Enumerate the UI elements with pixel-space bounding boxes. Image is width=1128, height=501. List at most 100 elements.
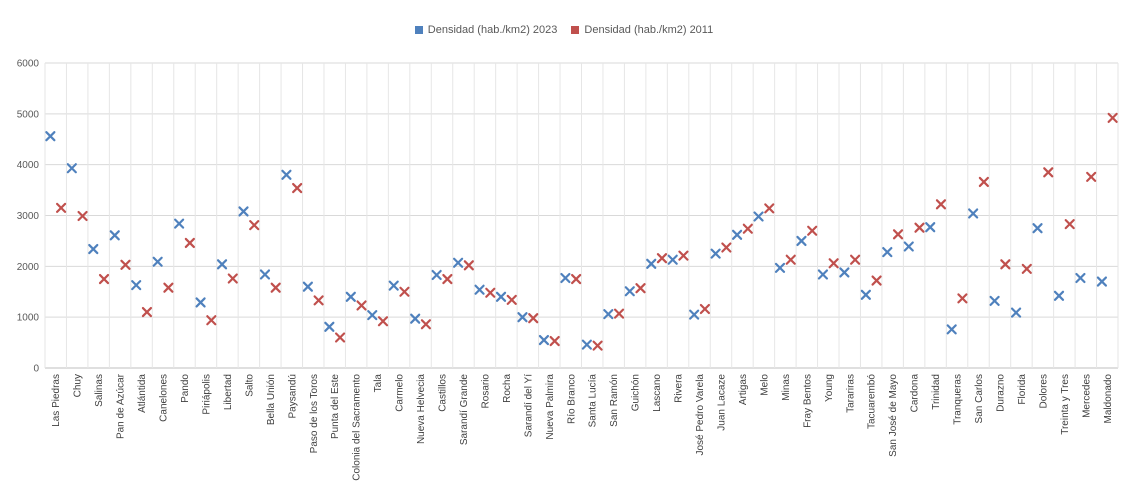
x-category-label: Tarariras: [845, 374, 856, 413]
x-category-label: Santa Lucía: [588, 374, 599, 428]
x-category-label: Nueva Helvecia: [416, 374, 427, 444]
x-category-label: Atlántida: [137, 374, 148, 413]
data-point-2011: [678, 250, 689, 261]
y-tick-label: 3000: [17, 211, 40, 222]
data-point-2011: [742, 223, 753, 234]
data-point-2011: [356, 300, 367, 311]
x-category-label: Minas: [781, 374, 792, 401]
data-point-2023: [45, 131, 56, 142]
data-point-2023: [646, 258, 657, 269]
data-point-2023: [1053, 290, 1065, 301]
x-category-label: Punta del Este: [330, 374, 341, 439]
data-point-2011: [377, 316, 389, 327]
data-point-2023: [1075, 272, 1086, 284]
legend: Densidad (hab./km2) 2023 Densidad (hab./…: [0, 24, 1128, 36]
y-tick-label: 0: [33, 364, 39, 375]
data-point-2023: [968, 208, 979, 219]
data-point-2023: [431, 269, 442, 281]
data-point-2023: [731, 229, 743, 240]
legend-label-2011: Densidad (hab./km2) 2011: [584, 24, 714, 36]
x-category-label: Tacuarembó: [867, 374, 878, 429]
data-point-2011: [871, 275, 882, 286]
data-point-2023: [710, 248, 721, 259]
data-point-2011: [1064, 219, 1075, 230]
data-point-2011: [399, 286, 410, 297]
data-point-2023: [195, 297, 206, 308]
data-point-2011: [206, 315, 217, 326]
x-category-label: Río Branco: [566, 374, 577, 424]
data-point-2011: [227, 273, 238, 284]
x-category-label: Nueva Palmira: [545, 374, 556, 440]
x-category-label: Melo: [759, 374, 770, 396]
x-category-label: Pando: [180, 374, 191, 403]
data-point-2023: [860, 289, 871, 300]
y-tick-label: 6000: [17, 59, 40, 70]
y-tick-label: 2000: [17, 262, 40, 273]
x-category-label: Fray Bentos: [802, 374, 813, 428]
x-category-label: Chuy: [73, 374, 84, 397]
x-category-label: Rocha: [502, 374, 513, 403]
data-point-2023: [946, 324, 957, 335]
data-point-2011: [635, 283, 646, 294]
data-point-2011: [528, 313, 539, 324]
data-point-2023: [903, 241, 914, 252]
data-point-2011: [914, 222, 925, 233]
data-point-2023: [345, 291, 356, 302]
x-category-label: San José de Mayo: [888, 374, 899, 457]
data-point-2011: [120, 259, 131, 270]
data-point-2023: [238, 206, 249, 217]
x-category-label: Carmelo: [395, 374, 406, 412]
data-point-2023: [839, 267, 850, 278]
x-category-label: Cardona: [910, 374, 921, 413]
data-point-2011: [656, 253, 668, 264]
x-category-label: Castillos: [438, 374, 449, 412]
x-category-label: Pan de Azúcar: [116, 373, 127, 439]
data-point-2023: [281, 169, 292, 180]
x-category-label: Artigas: [738, 374, 749, 405]
x-category-label: José Pedro Varela: [695, 374, 706, 456]
x-category-label: Tranqueras: [953, 374, 964, 425]
data-point-2011: [463, 260, 474, 271]
data-point-2023: [517, 312, 528, 323]
y-tick-label: 1000: [17, 313, 40, 324]
x-category-label: Salinas: [94, 374, 105, 407]
data-point-2011: [442, 273, 453, 285]
data-point-2011: [163, 282, 174, 293]
data-point-2023: [581, 339, 592, 350]
data-point-2023: [131, 280, 142, 291]
data-point-2023: [624, 286, 635, 297]
x-category-label: San Ramón: [609, 374, 620, 427]
legend-item-2023: Densidad (hab./km2) 2023: [414, 24, 557, 36]
x-category-label: Trinidad: [931, 374, 942, 410]
data-point-2023: [796, 235, 807, 247]
data-point-2011: [764, 203, 775, 214]
data-point-2011: [935, 199, 947, 210]
data-point-2023: [667, 254, 678, 265]
data-point-2023: [1010, 307, 1022, 318]
data-point-2011: [1086, 171, 1097, 182]
data-point-2011: [485, 287, 496, 298]
data-point-2023: [324, 321, 335, 332]
x-category-label: Juan Lacaze: [716, 374, 727, 431]
data-point-2023: [495, 291, 507, 302]
data-point-2023: [817, 269, 829, 280]
data-point-2011: [957, 293, 968, 304]
data-point-2023: [753, 211, 764, 222]
x-category-label: Canelones: [159, 374, 170, 422]
x-category-label: San Carlos: [974, 374, 985, 423]
data-point-2023: [603, 309, 614, 320]
data-point-2023: [474, 284, 485, 295]
data-point-2011: [313, 295, 324, 306]
data-point-2011: [334, 332, 346, 343]
x-category-label: Maldonado: [1103, 374, 1114, 424]
x-category-label: Rosario: [480, 374, 491, 409]
data-point-2023: [453, 257, 464, 268]
data-point-2023: [925, 222, 936, 233]
x-category-label: Treinta y Tres: [1060, 374, 1071, 435]
y-tick-label: 5000: [17, 109, 40, 120]
x-category-label: Las Piedras: [51, 374, 62, 427]
x-category-label: Salto: [244, 374, 255, 397]
data-point-2011: [807, 225, 818, 236]
